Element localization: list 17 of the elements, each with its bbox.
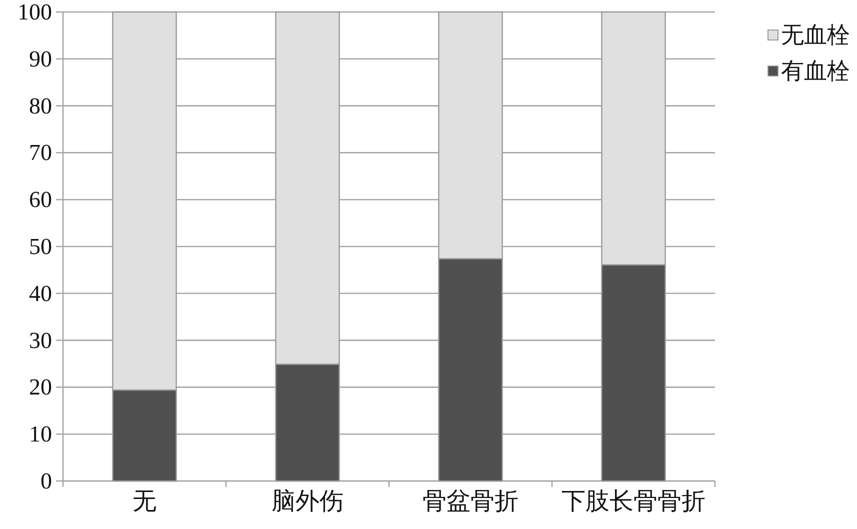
y-tick-label: 50 [29, 234, 52, 259]
x-tick-label: 脑外伤 [272, 488, 344, 515]
x-tick-label: 无 [132, 489, 156, 515]
y-tick-label: 20 [29, 374, 52, 400]
y-tick-label: 80 [29, 93, 52, 118]
y-tick-label: 90 [29, 46, 52, 72]
y-tick-label: 70 [29, 140, 52, 166]
y-tick-label: 30 [29, 328, 52, 353]
y-tick-label: 100 [18, 0, 52, 24]
y-tick-label: 0 [40, 468, 52, 494]
x-tick-label: 下肢长骨骨折 [562, 489, 706, 515]
x-tick-label: 骨盆骨折 [422, 489, 518, 515]
y-tick-label: 60 [29, 187, 52, 212]
legend-label: 有血栓 [781, 58, 850, 84]
legend-label: 无血栓 [781, 22, 850, 48]
y-tick-label: 40 [29, 280, 52, 306]
y-tick-label: 10 [29, 422, 52, 447]
